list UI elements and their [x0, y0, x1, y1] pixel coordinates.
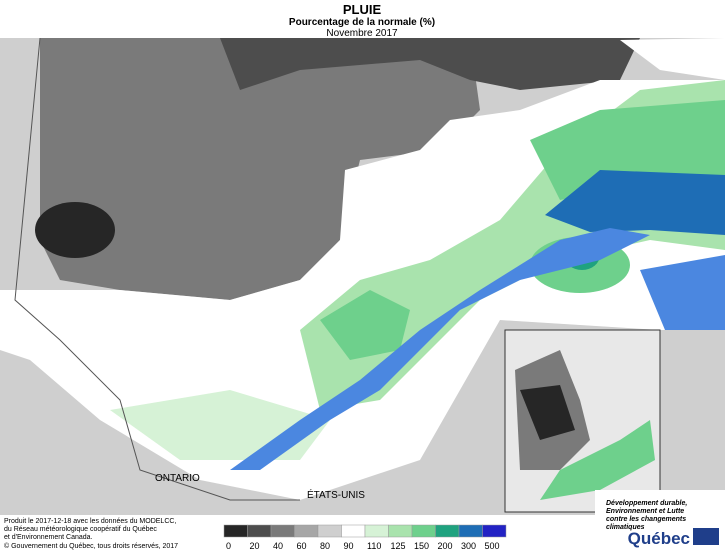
map: [0, 37, 725, 550]
inset-zone: [520, 385, 575, 440]
legend-tick-label: 90: [344, 541, 354, 551]
logo-line: Environnement et Lutte: [606, 508, 684, 515]
legend: 0 20 40 60 80 90 110 125 150 200 300 500: [223, 524, 507, 551]
logo-line: Développement durable,: [606, 500, 687, 507]
legend-swatch: [294, 524, 319, 538]
footer: © Gouvernement du Québec, tous droits ré…: [4, 518, 178, 550]
place-label: ÉTATS-UNIS: [307, 488, 365, 501]
place-label: ONTARIO: [155, 473, 200, 484]
legend-tick-label: 500: [485, 541, 500, 551]
legend-tick-label: 80: [320, 541, 330, 551]
legend-tick-label: 150: [414, 541, 429, 551]
legend-swatch: [435, 524, 460, 538]
border: [14, 37, 300, 501]
footer-line: Produit le 2017-12-18 avec les données d…: [4, 518, 176, 525]
legend-swatch: [270, 524, 295, 538]
zone: [35, 202, 115, 258]
legend-tick-label: 60: [297, 541, 307, 551]
legend-swatch: [458, 524, 483, 538]
water: [545, 170, 725, 235]
logo-line: climatiques: [606, 524, 645, 531]
zone: [220, 38, 640, 90]
zone: [40, 38, 480, 300]
subtitle: Pourcentage de la normale (%): [289, 17, 435, 28]
zone: [320, 290, 410, 360]
logo: Québec Développement durable,Environneme…: [606, 500, 719, 548]
river: [230, 228, 650, 470]
inset-zone: [540, 420, 655, 500]
footer-line: et d'Environnement Canada.: [4, 534, 93, 541]
logo-name: Québec: [628, 529, 690, 548]
legend-tick-label: 125: [391, 541, 406, 551]
logo-line: contre les changements: [606, 516, 686, 523]
legend-swatch: [341, 524, 366, 538]
legend-swatch: [317, 524, 342, 538]
copyright: © Gouvernement du Québec, tous droits ré…: [4, 542, 178, 550]
water: [640, 255, 725, 330]
legend-swatch: [411, 524, 436, 538]
legend-tick-label: 200: [438, 541, 453, 551]
title: PLUIE: [343, 2, 382, 17]
period: Novembre 2017: [326, 28, 398, 39]
legend-tick-label: 300: [461, 541, 476, 551]
legend-swatch: [364, 524, 389, 538]
legend-tick-label: 110: [367, 541, 381, 551]
footer-line: du Réseau météorologique coopératif du Q…: [4, 526, 157, 533]
legend-tick-label: 20: [250, 541, 260, 551]
zone: [620, 38, 725, 80]
legend-tick-label: 0: [226, 541, 231, 551]
logo-flag: [693, 528, 719, 545]
legend-swatch: [388, 524, 413, 538]
legend-swatch: [482, 524, 507, 538]
legend-swatch: [223, 524, 248, 538]
legend-swatch: [247, 524, 272, 538]
legend-tick-label: 40: [273, 541, 283, 551]
